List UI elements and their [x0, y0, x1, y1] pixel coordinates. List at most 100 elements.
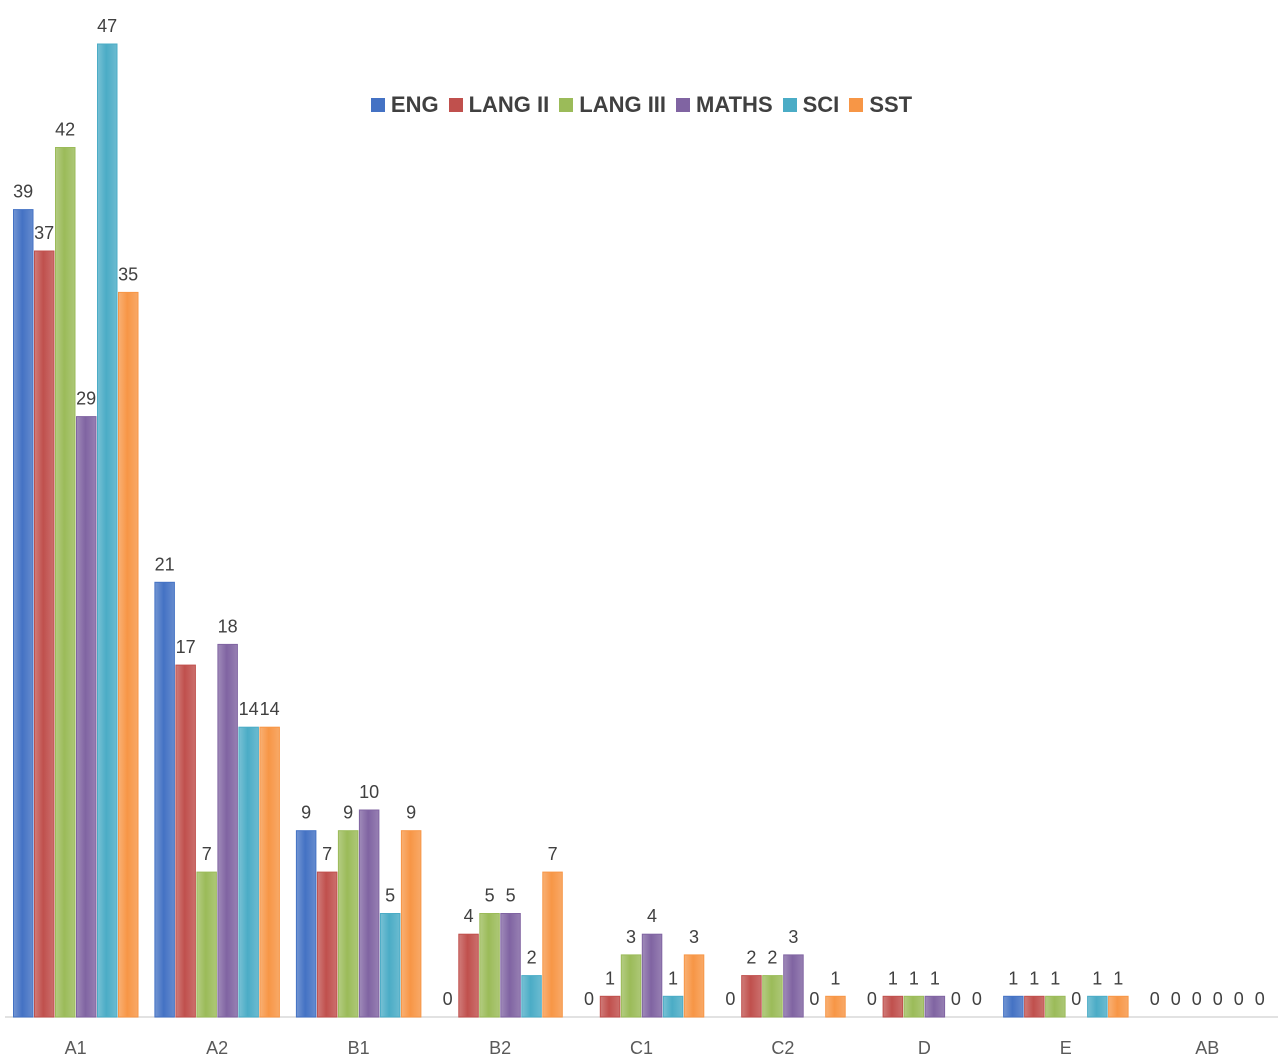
bar-sst-c2	[825, 995, 846, 1018]
data-label-sci-e: 1	[1092, 968, 1102, 988]
data-label-maths-c2: 3	[788, 927, 798, 947]
legend-label: LANG II	[468, 92, 550, 117]
bar-lang-ii-a1	[34, 250, 55, 1018]
data-label-sst-e: 1	[1113, 968, 1123, 988]
x-tick-label-c1: C1	[630, 1038, 653, 1058]
legend-item-sst: SST	[849, 92, 912, 118]
bar-sci-b2	[521, 975, 542, 1018]
data-label-maths-c1: 4	[647, 906, 657, 926]
data-label-sst-b2: 7	[548, 844, 558, 864]
data-label-lang-ii-a1: 37	[34, 223, 54, 243]
bar-maths-b1	[358, 809, 380, 1018]
bar-lang-iii-b1	[337, 830, 359, 1018]
bar-maths-a2	[217, 643, 238, 1018]
bar-lang-ii-a2	[175, 664, 196, 1018]
data-label-sci-d: 0	[951, 989, 961, 1009]
bar-maths-a1	[76, 416, 97, 1018]
data-label-sst-c2: 1	[830, 968, 840, 988]
x-tick-label-b2: B2	[489, 1038, 511, 1058]
data-label-eng-a2: 21	[155, 554, 175, 574]
data-label-lang-iii-e: 1	[1050, 968, 1060, 988]
data-label-eng-d: 0	[867, 989, 877, 1009]
data-label-sst-a1: 35	[118, 264, 138, 284]
data-label-maths-d: 1	[930, 968, 940, 988]
bar-lang-iii-b2	[479, 913, 500, 1018]
legend-item-maths: MATHS	[676, 92, 773, 118]
x-tick-label-ab: AB	[1195, 1038, 1219, 1058]
bar-sci-c1	[662, 995, 684, 1018]
bar-sst-b1	[400, 830, 422, 1018]
data-label-sci-c2: 0	[809, 989, 819, 1009]
bar-lang-iii-a1	[55, 147, 76, 1018]
data-label-lang-iii-a2: 7	[202, 844, 212, 864]
legend-swatch	[782, 98, 797, 112]
data-label-maths-b2: 5	[506, 886, 516, 906]
legend-label: LANG III	[579, 92, 667, 117]
x-tick-label-c2: C2	[771, 1038, 794, 1058]
bar-eng-b1	[295, 830, 317, 1018]
bar-sci-b1	[379, 913, 401, 1018]
data-label-lang-iii-b1: 9	[343, 803, 353, 823]
data-label-sci-a1: 47	[97, 16, 117, 36]
data-label-sci-b2: 2	[527, 948, 537, 968]
bar-lang-ii-e	[1024, 995, 1045, 1018]
legend-item-sci: SCI	[782, 92, 839, 118]
bar-maths-c1	[641, 933, 663, 1018]
data-label-sst-c1: 3	[689, 927, 699, 947]
data-label-eng-a1: 39	[13, 182, 33, 202]
x-tick-label-a1: A1	[65, 1038, 87, 1058]
legend-item-lang-ii: LANG II	[448, 92, 550, 118]
data-label-sci-b1: 5	[385, 886, 395, 906]
data-label-lang-ii-c2: 2	[746, 948, 756, 968]
x-tick-label-d: D	[918, 1038, 931, 1058]
bar-sst-a1	[118, 291, 139, 1018]
data-label-eng-e: 1	[1008, 968, 1018, 988]
bar-sst-c1	[683, 954, 705, 1018]
data-label-lang-iii-b2: 5	[485, 886, 495, 906]
data-label-lang-ii-ab: 0	[1171, 989, 1181, 1009]
bar-eng-a2	[154, 581, 175, 1018]
legend-item-lang-iii: LANG III	[559, 92, 666, 118]
data-label-lang-ii-b1: 7	[322, 844, 332, 864]
bar-lang-ii-c2	[741, 975, 762, 1018]
data-label-lang-iii-a1: 42	[55, 120, 75, 140]
bar-lang-iii-d	[903, 995, 925, 1018]
bar-lang-iii-c1	[620, 954, 642, 1018]
data-label-sst-a2: 14	[260, 699, 280, 719]
data-label-maths-a1: 29	[76, 389, 96, 409]
bar-lang-ii-c1	[599, 995, 621, 1018]
x-tick-label-b1: B1	[348, 1038, 370, 1058]
data-label-maths-e: 0	[1071, 989, 1081, 1009]
data-label-eng-c2: 0	[725, 989, 735, 1009]
bar-sci-e	[1087, 995, 1108, 1018]
data-label-lang-iii-c1: 3	[626, 927, 636, 947]
chart-legend: ENG LANG II LANG III MATHS SCI SST	[0, 92, 1283, 118]
bar-sst-e	[1108, 995, 1129, 1018]
data-label-lang-ii-a2: 17	[176, 637, 196, 657]
data-label-eng-ab: 0	[1150, 989, 1160, 1009]
legend-label: ENG	[390, 92, 439, 117]
bar-sci-a1	[97, 43, 118, 1018]
legend-swatch	[448, 98, 463, 112]
data-label-eng-b2: 0	[443, 989, 453, 1009]
legend-label: MATHS	[696, 92, 773, 117]
data-label-lang-iii-c2: 2	[767, 948, 777, 968]
data-label-lang-iii-d: 1	[909, 968, 919, 988]
legend-swatch	[849, 98, 864, 112]
bar-sst-b2	[542, 871, 563, 1018]
bar-lang-iii-a2	[196, 871, 217, 1018]
data-label-sci-a2: 14	[239, 699, 259, 719]
bar-lang-ii-d	[882, 995, 904, 1018]
data-label-sst-ab: 0	[1255, 989, 1265, 1009]
data-label-maths-a2: 18	[218, 616, 238, 636]
data-label-maths-b1: 10	[359, 782, 379, 802]
data-label-sst-b1: 9	[406, 803, 416, 823]
legend-swatch	[676, 98, 691, 112]
bar-lang-iii-e	[1045, 995, 1066, 1018]
bar-sst-a2	[259, 726, 280, 1018]
bar-eng-e	[1003, 995, 1024, 1018]
bar-maths-d	[924, 995, 946, 1018]
legend-swatch	[559, 98, 574, 112]
bar-eng-a1	[13, 209, 34, 1018]
